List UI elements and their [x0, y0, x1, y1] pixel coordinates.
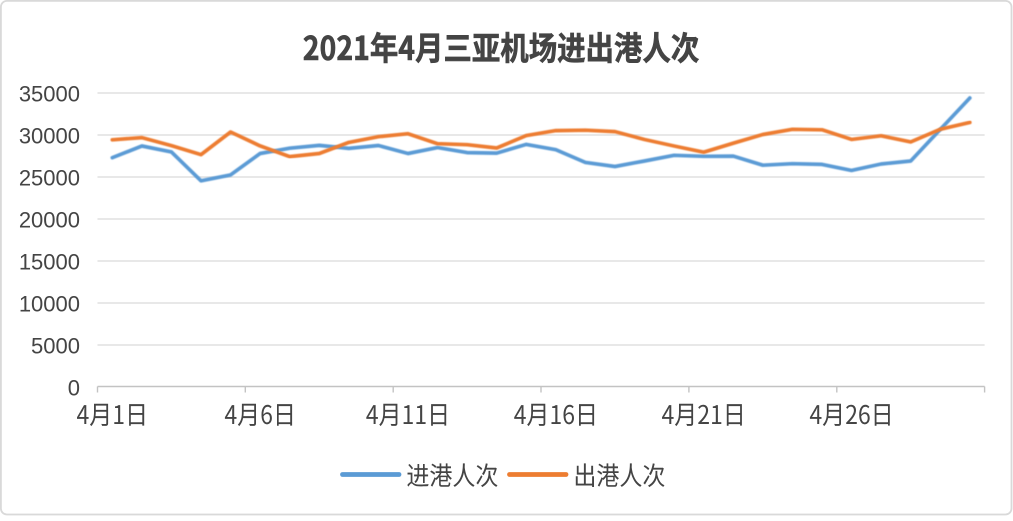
svg-text:35000: 35000 [19, 82, 80, 107]
svg-text:0: 0 [68, 376, 80, 401]
svg-text:5000: 5000 [31, 334, 80, 359]
svg-text:30000: 30000 [19, 124, 80, 149]
svg-text:10000: 10000 [19, 292, 80, 317]
svg-text:20000: 20000 [19, 208, 80, 233]
svg-text:15000: 15000 [19, 250, 80, 275]
svg-text:25000: 25000 [19, 166, 80, 191]
